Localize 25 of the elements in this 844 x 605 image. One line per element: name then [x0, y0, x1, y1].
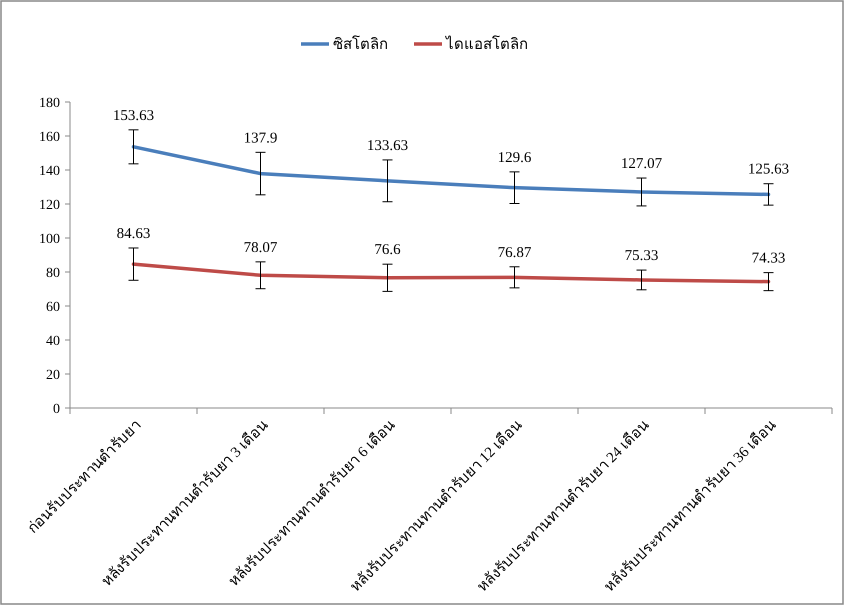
legend-label: ซิสโตลิก — [333, 35, 388, 53]
y-tick-label: 120 — [39, 198, 60, 213]
data-label: 74.33 — [752, 250, 786, 267]
y-tick-label: 60 — [46, 300, 60, 315]
y-tick-label: 180 — [39, 96, 60, 111]
y-tick-label: 140 — [39, 164, 60, 179]
data-label: 137.9 — [244, 130, 278, 146]
line-series — [132, 262, 770, 284]
data-label: 76.87 — [498, 244, 532, 261]
data-label: 133.63 — [366, 138, 408, 154]
data-label: 84.63 — [116, 226, 150, 242]
y-tick-label: 80 — [46, 266, 60, 281]
y-tick-label: 0 — [53, 402, 60, 417]
y-tick-label: 160 — [39, 130, 60, 145]
y-tick-label: 40 — [46, 334, 60, 349]
data-label: 76.6 — [374, 242, 402, 258]
data-label: 75.33 — [624, 248, 658, 264]
data-label: 125.63 — [748, 162, 790, 178]
data-label: 78.07 — [244, 240, 278, 256]
data-label: 127.07 — [620, 156, 663, 172]
legend-label: ไดแอสโตลิก — [445, 35, 528, 53]
data-label: 153.63 — [112, 108, 154, 124]
y-tick-label: 20 — [46, 368, 60, 383]
y-tick-label: 100 — [39, 232, 60, 247]
data-label: 129.6 — [498, 150, 532, 166]
